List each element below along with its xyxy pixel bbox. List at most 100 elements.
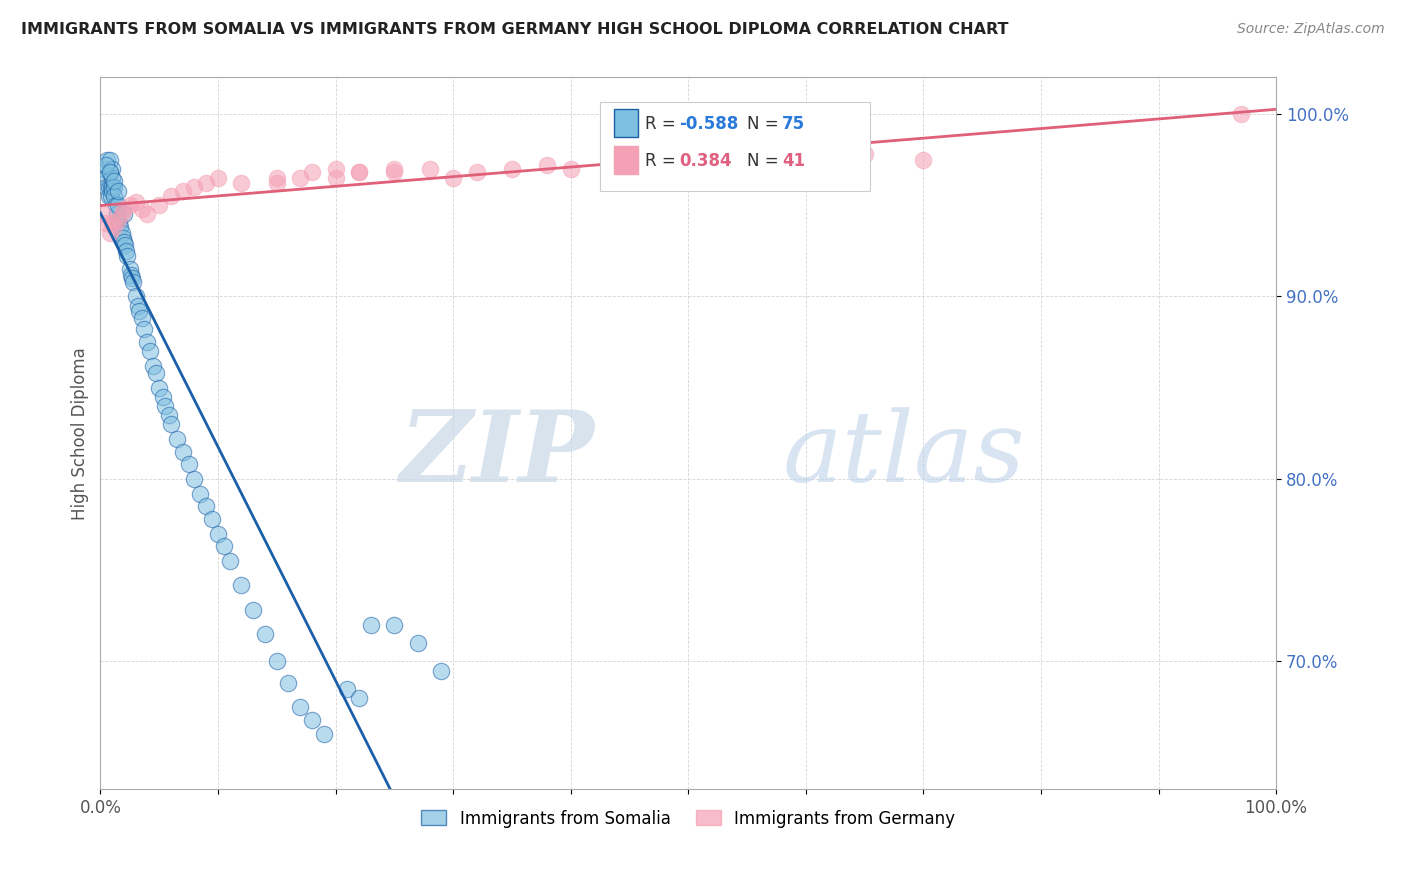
Point: [430, 664, 453, 678]
Point: [301, 165, 323, 179]
Point: [347, 690, 370, 705]
Point: [145, 366, 167, 380]
Text: R =: R =: [645, 115, 681, 133]
Text: 75: 75: [782, 115, 806, 133]
Text: atlas: atlas: [782, 407, 1025, 502]
Point: [115, 244, 138, 258]
Point: [160, 189, 183, 203]
Point: [101, 170, 124, 185]
Point: [290, 700, 312, 714]
Point: [103, 174, 125, 188]
Point: [136, 334, 159, 349]
Point: [382, 618, 405, 632]
Point: [138, 344, 160, 359]
Point: [183, 472, 205, 486]
Point: [105, 207, 128, 221]
Text: 0.384: 0.384: [679, 152, 731, 169]
Point: [560, 161, 582, 176]
Point: [122, 275, 145, 289]
Point: [118, 198, 141, 212]
Text: R =: R =: [645, 152, 686, 169]
Point: [103, 220, 125, 235]
Point: [112, 235, 135, 249]
Point: [231, 176, 253, 190]
Point: [117, 249, 139, 263]
Point: [148, 198, 170, 212]
Text: ZIP: ZIP: [399, 407, 595, 503]
Point: [98, 153, 121, 167]
Point: [120, 268, 142, 282]
Point: [127, 299, 149, 313]
Point: [118, 262, 141, 277]
Point: [96, 158, 118, 172]
Point: [212, 540, 235, 554]
Point: [124, 289, 146, 303]
Point: [112, 207, 135, 221]
Point: [114, 238, 136, 252]
Text: IMMIGRANTS FROM SOMALIA VS IMMIGRANTS FROM GERMANY HIGH SCHOOL DIPLOMA CORRELATI: IMMIGRANTS FROM SOMALIA VS IMMIGRANTS FR…: [21, 22, 1008, 37]
Point: [794, 153, 817, 167]
Point: [107, 212, 129, 227]
Point: [188, 486, 211, 500]
Point: [131, 311, 153, 326]
Point: [177, 458, 200, 472]
Point: [253, 627, 276, 641]
Point: [96, 153, 118, 167]
Point: [382, 161, 405, 176]
Point: [110, 226, 132, 240]
Point: [441, 170, 464, 185]
Text: N =: N =: [747, 115, 785, 133]
Point: [93, 161, 115, 176]
Point: [91, 207, 114, 221]
Point: [312, 727, 335, 741]
Point: [676, 153, 699, 167]
FancyBboxPatch shape: [614, 145, 638, 174]
Point: [110, 220, 132, 235]
Point: [97, 189, 120, 203]
Point: [277, 676, 299, 690]
FancyBboxPatch shape: [600, 103, 870, 191]
Point: [301, 713, 323, 727]
Point: [103, 180, 125, 194]
Point: [336, 681, 359, 696]
Point: [166, 432, 188, 446]
Point: [101, 161, 124, 176]
Point: [96, 217, 118, 231]
Point: [107, 198, 129, 212]
Point: [172, 184, 194, 198]
Point: [347, 165, 370, 179]
FancyBboxPatch shape: [614, 109, 638, 137]
Point: [360, 618, 382, 632]
Point: [157, 408, 180, 422]
Point: [104, 198, 127, 212]
Point: [96, 170, 118, 185]
Point: [108, 217, 131, 231]
Point: [110, 207, 132, 221]
Point: [218, 554, 240, 568]
Point: [853, 147, 876, 161]
Point: [231, 578, 253, 592]
Point: [101, 180, 124, 194]
Point: [97, 180, 120, 194]
Point: [124, 194, 146, 209]
Point: [98, 165, 121, 179]
Point: [207, 526, 229, 541]
Point: [160, 417, 183, 432]
Point: [406, 636, 429, 650]
Point: [107, 212, 129, 227]
Point: [912, 153, 935, 167]
Point: [152, 390, 174, 404]
Point: [101, 217, 124, 231]
Point: [195, 176, 218, 190]
Point: [325, 161, 347, 176]
Text: 41: 41: [782, 152, 806, 169]
Y-axis label: High School Diploma: High School Diploma: [72, 347, 89, 520]
Point: [419, 161, 441, 176]
Point: [121, 271, 143, 285]
Point: [266, 655, 288, 669]
Point: [148, 381, 170, 395]
Point: [136, 207, 159, 221]
Point: [98, 226, 121, 240]
Point: [207, 170, 229, 185]
Point: [735, 147, 758, 161]
